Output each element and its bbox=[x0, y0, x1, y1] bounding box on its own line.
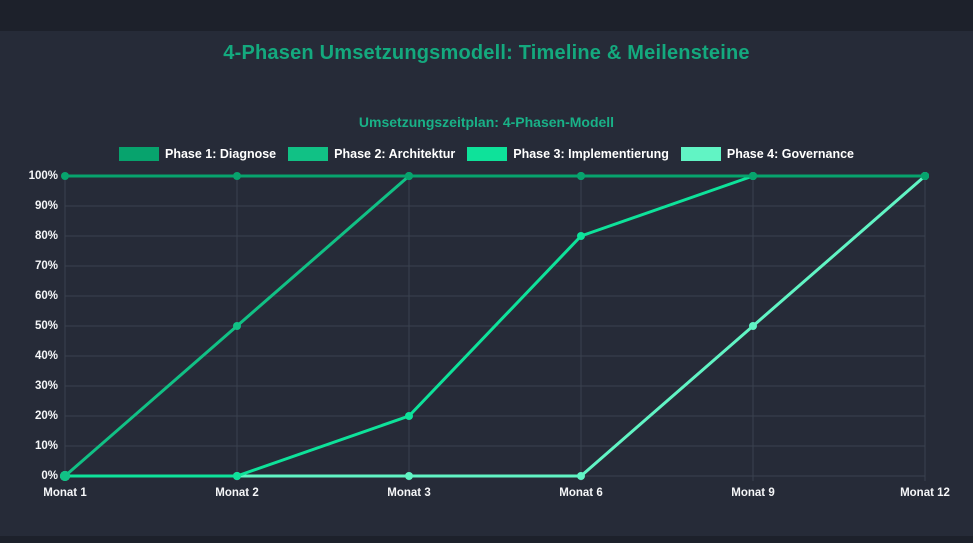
y-tick-label: 10% bbox=[34, 440, 58, 452]
data-point[interactable] bbox=[405, 412, 413, 420]
legend-swatch-icon bbox=[467, 147, 508, 161]
x-tick-label: Monat 2 bbox=[215, 487, 259, 499]
x-tick-label: Monat 3 bbox=[387, 487, 431, 499]
data-point[interactable] bbox=[405, 172, 413, 180]
data-point[interactable] bbox=[233, 472, 241, 480]
y-tick-label: 100% bbox=[28, 170, 58, 182]
legend-label: Phase 1: Diagnose bbox=[164, 147, 277, 161]
chart-title: Umsetzungszeitplan: 4-Phasen-Modell bbox=[358, 114, 615, 130]
data-point[interactable] bbox=[233, 322, 241, 330]
chart-card bbox=[0, 31, 973, 536]
data-point[interactable] bbox=[577, 172, 585, 180]
legend-label: Phase 2: Architektur bbox=[334, 147, 456, 161]
legend-swatch-icon bbox=[118, 147, 159, 161]
page-title: 4-Phasen Umsetzungsmodell: Timeline & Me… bbox=[223, 42, 750, 64]
y-tick-label: 90% bbox=[34, 200, 58, 212]
data-point[interactable] bbox=[61, 172, 69, 180]
x-tick-label: Monat 6 bbox=[559, 487, 603, 499]
data-point[interactable] bbox=[233, 172, 241, 180]
data-point[interactable] bbox=[921, 172, 929, 180]
y-tick-label: 70% bbox=[34, 260, 58, 272]
legend-label: Phase 3: Implementierung bbox=[513, 147, 669, 161]
legend-label: Phase 4: Governance bbox=[726, 147, 855, 161]
x-tick-label: Monat 9 bbox=[731, 487, 775, 499]
chart-legend: Phase 1: Diagnose Phase 2: Architektur Pha… bbox=[0, 147, 973, 161]
data-point[interactable] bbox=[60, 471, 70, 481]
legend-item-phase-4[interactable]: Phase 4: Governance bbox=[680, 147, 855, 161]
legend-swatch-icon bbox=[288, 147, 329, 161]
y-tick-label: 50% bbox=[34, 320, 58, 332]
data-point[interactable] bbox=[749, 172, 757, 180]
legend-item-phase-3[interactable]: Phase 3: Implementierung bbox=[467, 147, 669, 161]
legend-item-phase-1[interactable]: Phase 1: Diagnose bbox=[118, 147, 277, 161]
data-point[interactable] bbox=[405, 472, 413, 480]
y-tick-label: 60% bbox=[34, 290, 58, 302]
data-point[interactable] bbox=[577, 472, 585, 480]
y-tick-label: 0% bbox=[41, 470, 58, 482]
y-tick-label: 40% bbox=[34, 350, 58, 362]
y-tick-label: 20% bbox=[34, 410, 58, 422]
x-tick-label: Monat 1 bbox=[43, 487, 87, 499]
data-point[interactable] bbox=[577, 232, 585, 240]
data-point[interactable] bbox=[749, 322, 757, 330]
legend-swatch-icon bbox=[680, 147, 721, 161]
y-tick-label: 80% bbox=[34, 230, 58, 242]
legend-item-phase-2[interactable]: Phase 2: Architektur bbox=[288, 147, 455, 161]
y-tick-label: 30% bbox=[34, 380, 58, 392]
x-tick-label: Monat 12 bbox=[900, 487, 950, 499]
